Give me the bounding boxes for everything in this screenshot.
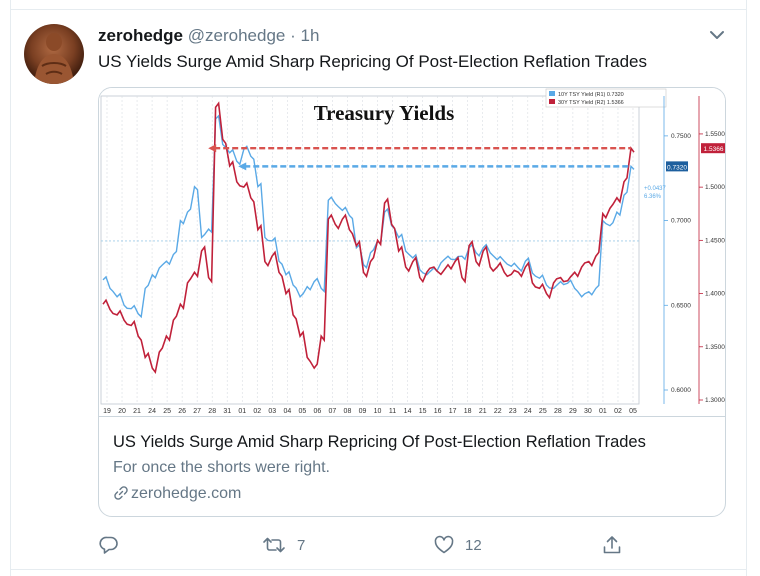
chart-x-tick-label: 28 — [208, 408, 216, 415]
chart-x-tick-label: 15 — [419, 408, 427, 415]
chart-x-tick-label: 01 — [238, 408, 246, 415]
tweet-text: US Yields Surge Amid Sharp Repricing Of … — [98, 52, 647, 71]
chart-x-tick-label: 11 — [389, 408, 396, 415]
author-handle[interactable]: @zerohedge — [187, 26, 286, 45]
reply-icon — [98, 534, 120, 556]
chart-series-30y-line — [102, 101, 635, 375]
chart-x-tick-label: 29 — [569, 408, 577, 415]
chart-x-tick-label: 19 — [103, 408, 111, 415]
chart-svg: 19 20 21 24 25 26 27 28 31 01 02 03 04 05 06 07 08 09 10 11… — [100, 88, 725, 415]
chart-x-tick-label: 20 — [118, 408, 126, 415]
share-icon — [601, 534, 623, 556]
chart-x-tick-label: 16 — [434, 408, 442, 415]
chevron-down-icon[interactable] — [706, 24, 728, 46]
chart-x-tick-label: 30 — [584, 408, 592, 415]
chart-x-tick-label: 02 — [253, 408, 261, 415]
chart-y-tick-label-r2: 1.5500 — [705, 131, 725, 138]
chart-x-tick-label: 22 — [494, 408, 502, 415]
tweet-frame — [10, 0, 747, 576]
chart-legend-label-10y: 10Y TSY Yield (R1) 0.7320 — [558, 92, 624, 98]
avatar[interactable] — [24, 24, 84, 84]
link-icon — [113, 485, 129, 506]
chart-y-tick-label-r1: 0.6500 — [671, 302, 691, 309]
divider — [11, 569, 746, 570]
like-button[interactable]: 12 — [433, 530, 482, 560]
chart-badge-10y — [666, 161, 688, 172]
retweet-count: 7 — [297, 536, 306, 554]
chart-x-tick-label: 27 — [193, 408, 201, 415]
card-domain-text: zerohedge.com — [131, 485, 242, 502]
chart-x-tick-label: 06 — [314, 408, 322, 415]
chart-y-tick-label-r2: 1.4000 — [705, 291, 725, 298]
chart-legend-swatch-10y — [549, 91, 555, 96]
chart-level-arrow-10y — [238, 162, 247, 171]
chart-x-tick-label: 14 — [404, 408, 412, 415]
chart-x-tick-label: 24 — [524, 408, 532, 415]
chart-legend-box — [545, 88, 667, 108]
chart-x-tick-label: 25 — [163, 408, 171, 415]
timestamp[interactable]: 1h — [300, 26, 320, 45]
like-count: 12 — [465, 536, 482, 554]
chart-x-tick-label: 18 — [464, 408, 472, 415]
chart-y-tick-label-r1: 0.7500 — [671, 133, 691, 140]
chart-y-tick-label-r1: 0.7000 — [671, 218, 691, 225]
chart-series-10y-line — [102, 114, 635, 319]
chart-badge-30y-label: 1.5366 — [704, 146, 724, 153]
chart-x-tick-label: 21 — [133, 408, 141, 415]
tweet-actions: 7 12 — [98, 530, 638, 560]
chart-badge-10y-label: 0.7320 — [667, 164, 687, 171]
chart-x-tick-label: 05 — [298, 408, 306, 415]
chart-y-tick-label-r2: 1.4500 — [705, 237, 725, 244]
chart-x-tick-label: 26 — [178, 408, 186, 415]
chart-badge-30y — [701, 143, 725, 154]
card-title: US Yields Surge Amid Sharp Repricing Of … — [113, 433, 646, 451]
chart-y-tick-label-r2: 1.3000 — [705, 397, 725, 404]
separator-dot: · — [290, 26, 296, 45]
chart-image: 19 20 21 24 25 26 27 28 31 01 02 03 04 05 06 07 08 09 10 11… — [99, 88, 725, 417]
chart-x-tick-label: 05 — [629, 408, 637, 415]
like-icon — [433, 534, 455, 556]
chart-x-tick-label: 17 — [449, 408, 457, 415]
chart-y-tick-label-r2: 1.3500 — [705, 344, 725, 351]
chart-x-tick-label: 24 — [148, 408, 156, 415]
chart-x-tick-label: 21 — [479, 408, 487, 415]
chart-annotation-change-abs: +0.0437 — [644, 186, 667, 192]
card-domain: zerohedge.com — [113, 485, 241, 506]
retweet-icon — [261, 534, 287, 556]
divider — [11, 9, 746, 10]
chart-x-tick-label: 07 — [329, 408, 337, 415]
chart-x-tick-label: 02 — [614, 408, 622, 415]
link-card[interactable]: 19 20 21 24 25 26 27 28 31 01 02 03 04 05 06 07 08 09 10 11… — [98, 87, 726, 517]
chart-annotation-change-pct: 6.36% — [644, 194, 662, 200]
chart-x-tick-label: 01 — [599, 408, 607, 415]
chart-y-tick-label-r2: 1.5000 — [705, 184, 725, 191]
chart-x-tick-label: 31 — [223, 408, 231, 415]
chart-x-tick-label: 03 — [268, 408, 276, 415]
chart-x-tick-label: 04 — [283, 408, 291, 415]
chart-legend-swatch-30y — [549, 99, 555, 104]
chart-x-tick-label: 09 — [359, 408, 367, 415]
chart-x-tick-label: 23 — [509, 408, 517, 415]
chart-x-tick-label: 28 — [554, 408, 562, 415]
chart-title: Treasury Yields — [314, 101, 455, 125]
chart-plot-area — [100, 95, 640, 405]
chart-y-tick-label-r1: 0.6000 — [671, 387, 691, 394]
retweet-button[interactable]: 7 — [261, 530, 305, 560]
share-button[interactable] — [601, 530, 623, 560]
chart-legend-label-30y: 30Y TSY Yield (R2) 1.5366 — [558, 100, 624, 106]
reply-button[interactable] — [98, 530, 130, 560]
tweet-header: zerohedge @zerohedge · 1h — [98, 26, 319, 46]
chart-x-tick-label: 08 — [344, 408, 352, 415]
author-name[interactable]: zerohedge — [98, 26, 184, 45]
chart-x-tick-label: 10 — [374, 408, 382, 415]
chart-level-arrow-30y — [208, 144, 217, 153]
card-description: For once the shorts were right. — [113, 459, 330, 476]
chart-x-tick-label: 25 — [539, 408, 547, 415]
